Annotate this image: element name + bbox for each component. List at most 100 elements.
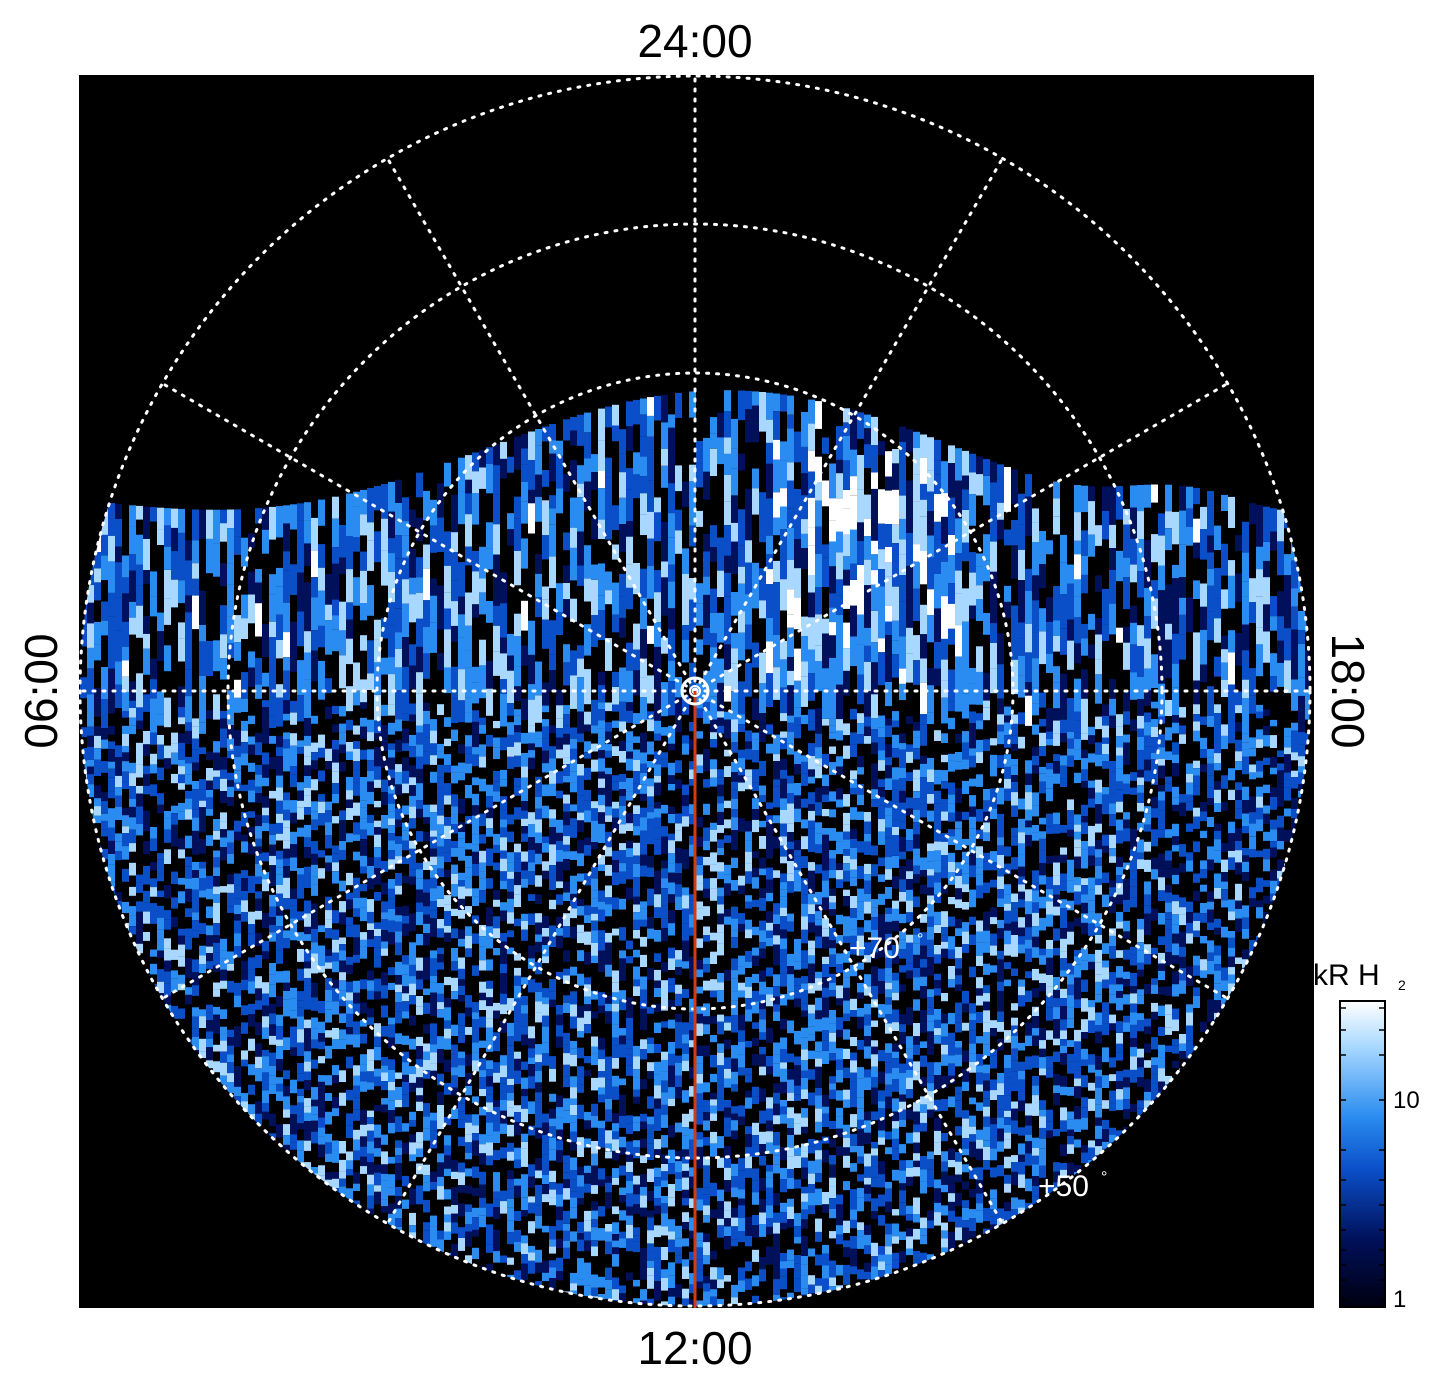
emission-pixel (696, 683, 703, 709)
emission-pixel (745, 986, 752, 999)
emission-pixel (339, 990, 346, 1000)
emission-pixel (612, 1011, 619, 1025)
emission-pixel (353, 822, 360, 835)
emission-pixel (276, 506, 283, 538)
emission-pixel (675, 896, 682, 910)
emission-pixel (192, 912, 199, 921)
emission-pixel (423, 568, 430, 601)
emission-pixel (129, 906, 136, 916)
emission-pixel (199, 590, 206, 625)
emission-pixel (269, 757, 276, 770)
emission-pixel (269, 715, 276, 728)
emission-pixel (626, 848, 633, 858)
emission-pixel (563, 1210, 570, 1224)
emission-pixel (514, 1010, 521, 1022)
emission-pixel (234, 933, 241, 947)
emission-pixel (633, 986, 640, 996)
emission-pixel (801, 856, 808, 868)
emission-pixel (157, 529, 164, 545)
emission-pixel (304, 1162, 311, 1172)
emission-pixel (213, 989, 220, 997)
emission-pixel (283, 739, 290, 749)
emission-pixel (388, 1082, 395, 1091)
emission-pixel (374, 486, 381, 511)
emission-pixel (269, 790, 276, 799)
emission-pixel (227, 1054, 234, 1062)
emission-pixel (724, 1236, 731, 1250)
emission-pixel (283, 632, 290, 658)
emission-pixel (745, 998, 752, 1010)
emission-pixel (773, 935, 780, 945)
emission-pixel (675, 854, 682, 864)
emission-pixel (129, 926, 136, 935)
emission-pixel (626, 1141, 633, 1155)
emission-pixel (654, 1246, 661, 1259)
emission-pixel (633, 1194, 640, 1205)
emission-pixel (598, 1077, 605, 1088)
emission-pixel (612, 687, 619, 705)
emission-pixel (668, 984, 675, 993)
emission-pixel (122, 868, 129, 882)
emission-pixel (136, 585, 143, 606)
emission-pixel (332, 740, 339, 750)
emission-pixel (360, 726, 367, 739)
emission-pixel (633, 1184, 640, 1195)
emission-pixel (402, 1094, 409, 1108)
emission-pixel (745, 929, 752, 939)
emission-pixel (150, 862, 157, 871)
emission-pixel (787, 775, 794, 784)
emission-pixel (612, 1254, 619, 1267)
emission-pixel (353, 1097, 360, 1110)
emission-pixel (248, 981, 255, 994)
emission-pixel (654, 751, 661, 765)
emission-pixel (514, 953, 521, 961)
emission-pixel (388, 481, 395, 512)
emission-pixel (717, 1298, 724, 1306)
emission-pixel (647, 928, 654, 939)
emission-pixel (437, 743, 444, 752)
emission-pixel (486, 1094, 493, 1103)
emission-pixel (479, 871, 486, 879)
emission-pixel (514, 777, 521, 787)
emission-pixel (290, 1134, 297, 1143)
emission-pixel (717, 932, 724, 944)
emission-pixel (577, 1066, 584, 1077)
emission-pixel (612, 872, 619, 886)
emission-pixel (668, 762, 675, 776)
emission-pixel (647, 831, 654, 845)
emission-pixel (311, 961, 318, 974)
emission-pixel (318, 1021, 325, 1034)
emission-pixel (129, 915, 136, 927)
emission-pixel (444, 462, 451, 487)
emission-pixel (122, 621, 129, 647)
emission-pixel (724, 437, 731, 454)
emission-pixel (668, 978, 675, 985)
emission-pixel (654, 1044, 661, 1053)
emission-pixel (269, 660, 276, 681)
emission-pixel (143, 570, 150, 584)
emission-pixel (619, 1136, 626, 1148)
emission-pixel (318, 590, 325, 626)
emission-pixel (227, 643, 234, 658)
emission-pixel (157, 714, 164, 726)
emission-pixel (682, 1156, 689, 1164)
emission-pixel (675, 509, 682, 531)
emission-pixel (549, 991, 556, 1000)
emission-pixel (745, 1168, 752, 1178)
emission-pixel (717, 725, 724, 734)
emission-pixel (570, 1004, 577, 1017)
emission-pixel (591, 842, 598, 849)
emission-pixel (479, 1070, 486, 1078)
emission-pixel (444, 783, 451, 796)
emission-pixel (374, 1164, 381, 1173)
emission-pixel (220, 1040, 227, 1052)
emission-pixel (577, 1005, 584, 1018)
emission-pixel (458, 979, 465, 986)
emission-pixel (549, 1260, 556, 1268)
emission-pixel (794, 1236, 801, 1244)
emission-pixel (563, 757, 570, 764)
emission-pixel (374, 1036, 381, 1047)
emission-pixel (577, 783, 584, 796)
emission-pixel (640, 763, 647, 773)
emission-pixel (780, 758, 787, 770)
